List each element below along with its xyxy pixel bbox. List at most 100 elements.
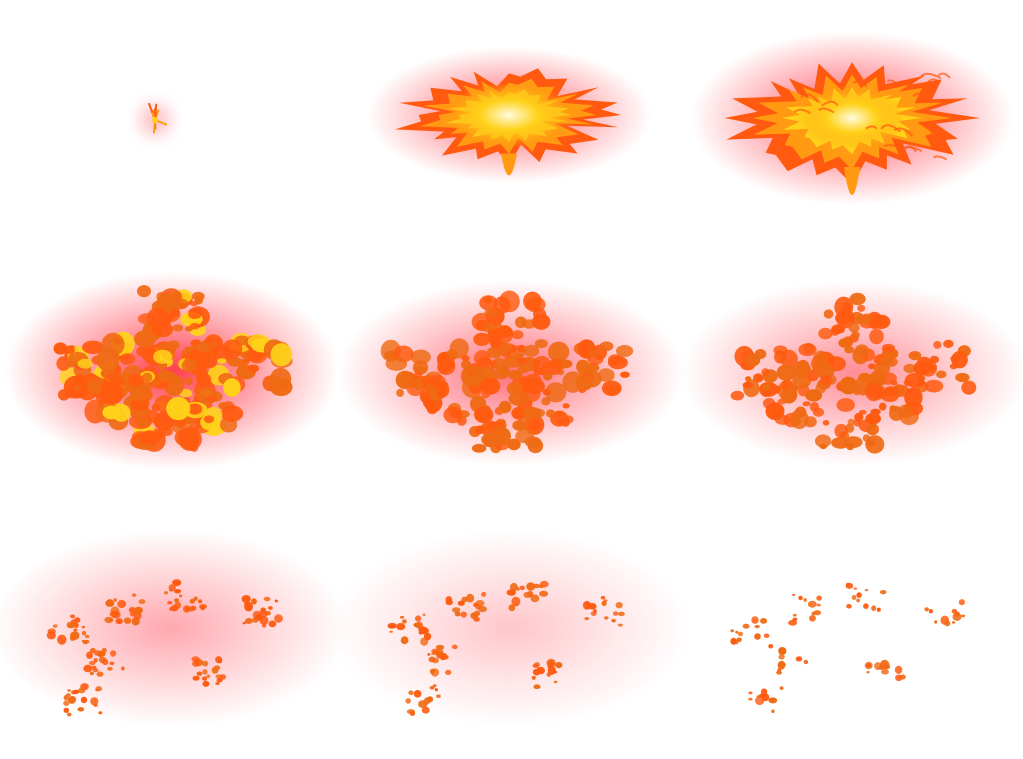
debris-blob xyxy=(516,357,528,364)
debris-blob xyxy=(866,423,879,436)
debris-blob xyxy=(813,350,829,367)
debris-blob xyxy=(798,595,803,601)
debris-blob xyxy=(221,339,243,359)
frame-9-graphic xyxy=(730,582,966,713)
debris-blob xyxy=(445,596,453,603)
debris-blob xyxy=(844,346,855,354)
debris-blob xyxy=(57,389,70,401)
debris-blob xyxy=(473,602,479,608)
debris-blob xyxy=(190,300,198,307)
debris-blob xyxy=(163,591,169,595)
debris-blob xyxy=(431,657,439,664)
debris-blob xyxy=(512,370,520,376)
debris-blob xyxy=(532,663,539,668)
debris-blob xyxy=(838,338,853,348)
debris-blob xyxy=(855,314,872,325)
debris-blob xyxy=(169,589,173,592)
debris-blob xyxy=(189,322,200,330)
debris-blob xyxy=(473,350,491,367)
frame-4-graphic xyxy=(4,271,340,471)
debris-blob xyxy=(81,630,87,636)
debris-blob xyxy=(958,599,965,606)
debris-blob xyxy=(761,368,770,376)
debris-blob xyxy=(760,618,768,624)
debris-blob xyxy=(881,343,895,353)
debris-blob xyxy=(555,410,565,417)
debris-blob xyxy=(944,620,951,627)
debris-blob xyxy=(506,589,516,596)
debris-blob xyxy=(582,600,592,610)
debris-blob xyxy=(849,292,866,306)
debris-blob xyxy=(408,690,414,695)
debris-blob xyxy=(753,373,764,383)
debris-blob xyxy=(546,409,555,418)
debris-blob xyxy=(121,666,125,671)
debris-blob xyxy=(815,434,832,448)
debris-blob xyxy=(546,672,551,677)
debris-blob xyxy=(871,314,891,329)
debris-blob xyxy=(436,389,446,399)
debris-blob xyxy=(524,436,542,448)
debris-blob xyxy=(533,684,541,689)
debris-blob xyxy=(211,666,219,674)
debris-blob xyxy=(792,361,811,378)
debris-blob xyxy=(53,342,68,355)
debris-blob xyxy=(270,343,293,367)
debris-blob xyxy=(943,339,954,348)
debris-blob xyxy=(955,372,970,383)
debris-blob xyxy=(131,593,137,597)
debris-blob xyxy=(864,589,869,592)
debris-blob xyxy=(836,398,855,412)
debris-blob xyxy=(839,376,858,395)
debris-blob xyxy=(251,598,257,605)
debris-blob xyxy=(562,403,570,409)
debris-blob xyxy=(110,650,117,657)
debris-blob xyxy=(102,659,109,666)
debris-blob xyxy=(597,368,615,382)
debris-blob xyxy=(68,696,76,704)
debris-blob xyxy=(198,599,203,604)
debris-blob xyxy=(153,349,173,364)
debris-blob xyxy=(515,587,520,591)
debris-blob xyxy=(92,668,99,673)
debris-blob xyxy=(172,579,182,587)
debris-blob xyxy=(553,680,558,684)
debris-blob xyxy=(80,696,88,704)
debris-blob xyxy=(742,381,754,389)
debris-blob xyxy=(123,617,132,624)
debris-blob xyxy=(523,344,540,357)
debris-blob xyxy=(484,308,499,318)
debris-blob xyxy=(820,375,833,386)
debris-blob xyxy=(134,330,156,348)
debris-blob xyxy=(951,621,956,624)
debris-blob xyxy=(831,437,850,449)
debris-blob xyxy=(960,614,966,618)
debris-blob xyxy=(903,363,917,374)
debris-blob xyxy=(157,369,171,382)
frame-3-graphic xyxy=(690,31,1014,205)
debris-blob xyxy=(863,603,869,609)
debris-blob xyxy=(526,296,546,313)
debris-blob xyxy=(737,631,744,637)
debris-blob xyxy=(883,664,891,670)
debris-blob xyxy=(776,670,782,675)
debris-blob xyxy=(202,680,210,687)
debris-blob xyxy=(67,623,75,629)
debris-blob xyxy=(196,373,212,387)
debris-blob xyxy=(620,371,630,378)
debris-blob xyxy=(515,316,527,329)
debris-blob xyxy=(805,389,823,402)
debris-blob xyxy=(206,395,217,402)
debris-blob xyxy=(446,349,458,358)
frame-9-embers xyxy=(682,506,1023,759)
debris-blob xyxy=(113,337,123,345)
debris-blob xyxy=(545,382,567,403)
debris-blob xyxy=(809,615,816,622)
debris-blob xyxy=(913,361,930,376)
debris-blob xyxy=(816,595,822,601)
bright-core xyxy=(444,82,574,148)
debris-blob xyxy=(951,608,958,614)
debris-blob xyxy=(70,614,76,619)
debris-blob xyxy=(134,606,143,614)
debris-blob xyxy=(600,596,606,600)
